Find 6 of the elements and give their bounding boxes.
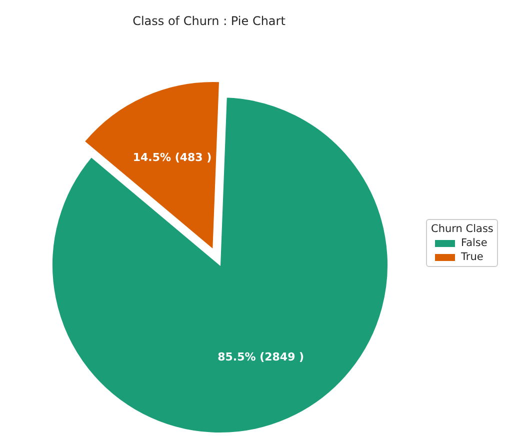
legend-label: True — [461, 251, 484, 263]
legend-title: Churn Class — [431, 223, 494, 235]
chart-title: Class of Churn : Pie Chart — [132, 14, 286, 28]
data-label: 85.5% (2849 ) — [218, 350, 304, 364]
legend-label: False — [461, 237, 488, 249]
data-label: 14.5% (483 ) — [132, 150, 212, 164]
